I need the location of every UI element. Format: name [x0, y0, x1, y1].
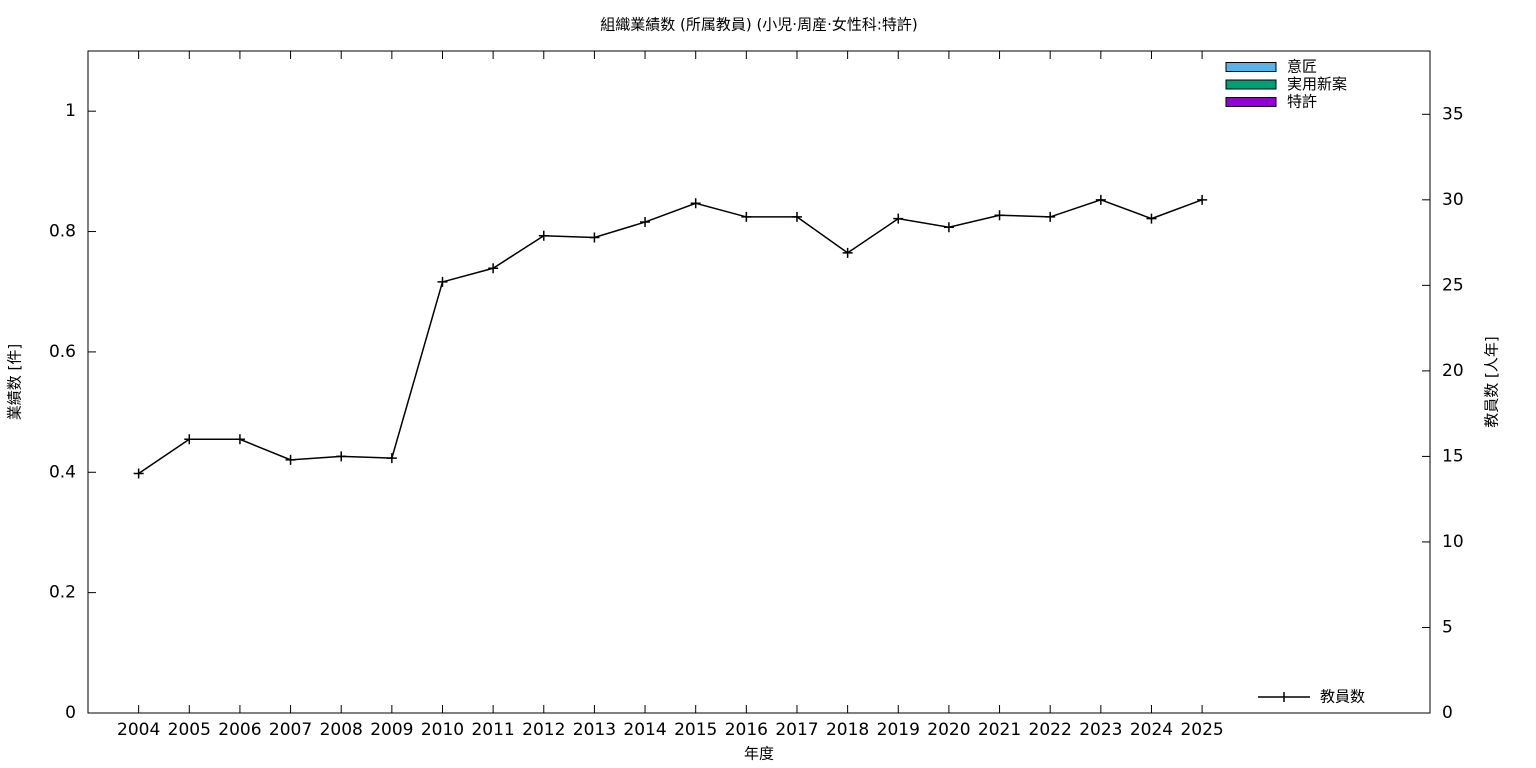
point-marker — [690, 198, 701, 209]
plot-frame — [87, 50, 1431, 714]
y2-tick-label: 30 — [1442, 190, 1464, 210]
point-marker — [741, 211, 752, 222]
y2-axis-label: 教員数 [人年] — [1483, 336, 1501, 427]
legend-swatch — [1225, 97, 1277, 107]
y-tick-label: 0.6 — [49, 342, 76, 362]
x-tick-label: 2023 — [1079, 720, 1122, 740]
x-tick-label: 2021 — [978, 720, 1021, 740]
x-tick-label: 2013 — [573, 720, 616, 740]
point-marker — [640, 217, 651, 228]
legend-swatch — [1225, 62, 1277, 72]
point-marker — [184, 434, 195, 445]
legend-swatch — [1225, 79, 1277, 90]
point-marker — [589, 232, 600, 243]
x-tick-label: 2022 — [1029, 720, 1072, 740]
legend-line — [1258, 692, 1310, 702]
y2-tick-label: 20 — [1442, 361, 1464, 381]
legend-label: 特許 — [1287, 93, 1317, 111]
point-marker — [791, 211, 802, 222]
point-marker — [133, 468, 144, 479]
legend-label: 意匠 — [1287, 58, 1317, 76]
y2-tick-label: 10 — [1442, 532, 1464, 552]
point-marker — [1095, 194, 1106, 205]
x-tick-label: 2019 — [877, 720, 920, 740]
y-tick-label: 0.2 — [49, 583, 76, 603]
x-tick-label: 2011 — [471, 720, 514, 740]
y2-tick-label: 5 — [1442, 617, 1453, 637]
x-tick-label: 2020 — [927, 720, 970, 740]
x-tick-label: 2005 — [168, 720, 211, 740]
y2-tick-label: 0 — [1442, 703, 1453, 723]
x-tick-label: 2009 — [370, 720, 413, 740]
x-tick-label: 2018 — [826, 720, 869, 740]
legend-label: 実用新案 — [1287, 75, 1347, 93]
x-tick-label: 2004 — [117, 720, 160, 740]
y-axis-label: 業績数 [件] — [6, 344, 24, 420]
y-tick-label: 0.8 — [49, 222, 76, 242]
point-marker — [285, 454, 296, 465]
legend-label: 教員数 — [1320, 688, 1365, 706]
chart-title: 組織業績数 (所属教員) (小児·周産·女性科:特許) — [600, 16, 918, 34]
point-marker — [893, 213, 904, 224]
x-tick-label: 2010 — [421, 720, 464, 740]
point-marker — [386, 453, 397, 464]
point-marker — [488, 263, 499, 274]
x-tick-label: 2015 — [674, 720, 717, 740]
x-axis-label: 年度 — [744, 745, 774, 763]
y2-tick-label: 15 — [1442, 446, 1464, 466]
x-tick-label: 2006 — [218, 720, 261, 740]
x-tick-label: 2007 — [269, 720, 312, 740]
point-marker — [538, 230, 549, 241]
point-marker — [1146, 213, 1157, 224]
y-tick-label: 1 — [65, 101, 76, 121]
point-marker — [437, 276, 448, 287]
x-tick-label: 2016 — [725, 720, 768, 740]
point-marker — [1045, 211, 1056, 222]
point-marker — [943, 222, 954, 233]
y2-tick-label: 35 — [1442, 104, 1464, 124]
x-tick-label: 2025 — [1180, 720, 1223, 740]
y2-tick-label: 25 — [1442, 275, 1464, 295]
point-marker — [336, 451, 347, 462]
y-tick-label: 0 — [65, 703, 76, 723]
line — [138, 199, 1203, 475]
point-marker — [994, 210, 1005, 221]
x-tick-label: 2008 — [320, 720, 363, 740]
x-tick-label: 2017 — [775, 720, 818, 740]
point-marker — [842, 247, 853, 258]
point-marker — [234, 434, 245, 445]
x-tick-label: 2012 — [522, 720, 565, 740]
x-tick-label: 2014 — [623, 720, 666, 740]
y-tick-label: 0.4 — [49, 462, 76, 482]
x-tick-label: 2024 — [1130, 720, 1173, 740]
point-marker — [1197, 194, 1208, 205]
